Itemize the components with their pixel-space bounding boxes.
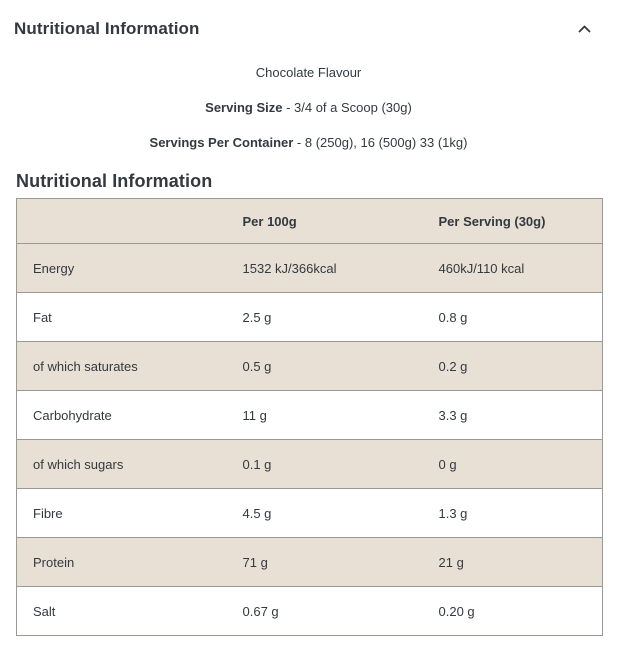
table-row-fibre: Fibre 4.5 g 1.3 g bbox=[16, 488, 603, 538]
serving-size-value: - 3/4 of a Scoop (30g) bbox=[282, 100, 412, 115]
accordion-title: Nutritional Information bbox=[14, 19, 200, 38]
product-info-block: Chocolate Flavour Serving Size - 3/4 of … bbox=[0, 66, 617, 150]
servings-per-container-value: - 8 (250g), 16 (500g) 33 (1kg) bbox=[293, 135, 468, 150]
per-100g-value: 0.1 g bbox=[242, 456, 272, 472]
per-serving-value: 0.8 g bbox=[438, 309, 468, 325]
servings-per-container-label: Servings Per Container bbox=[149, 135, 294, 150]
chevron-up-icon bbox=[578, 25, 591, 33]
nutrient-label: Carbohydrate bbox=[33, 407, 112, 423]
nutrition-table-title: Nutritional Information bbox=[16, 171, 213, 191]
nutrient-label: Fibre bbox=[33, 505, 63, 521]
header-nutrient-column bbox=[17, 199, 227, 244]
per-100g-value: 0.5 g bbox=[242, 358, 272, 374]
nutrient-label: of which saturates bbox=[33, 358, 138, 374]
nutritional-information-accordion-header[interactable]: Nutritional Information bbox=[0, 0, 617, 44]
serving-size-line: Serving Size - 3/4 of a Scoop (30g) bbox=[0, 101, 617, 115]
per-serving-value: 1.3 g bbox=[438, 505, 468, 521]
table-row-sugars: of which sugars 0.1 g 0 g bbox=[16, 439, 603, 489]
per-100g-value: 11 g bbox=[242, 407, 267, 423]
per-100g-value: 71 g bbox=[242, 554, 268, 570]
per-serving-value: 460kJ/110 kcal bbox=[438, 260, 525, 276]
table-row-carbohydrate: Carbohydrate 11 g 3.3 g bbox=[16, 390, 603, 440]
flavour-line: Chocolate Flavour bbox=[255, 65, 362, 80]
nutrient-label: of which sugars bbox=[33, 456, 124, 472]
per-serving-value: 0.2 g bbox=[438, 358, 468, 374]
header-per-serving: Per Serving (30g) bbox=[438, 213, 546, 229]
per-100g-value: 1532 kJ/366kcal bbox=[242, 260, 337, 276]
per-serving-value: 0.20 g bbox=[438, 603, 475, 619]
nutrition-table: Per 100g Per Serving (30g) Energy 1532 k… bbox=[16, 198, 603, 636]
servings-per-container-line: Servings Per Container - 8 (250g), 16 (5… bbox=[0, 136, 617, 150]
table-row-saturates: of which saturates 0.5 g 0.2 g bbox=[16, 341, 603, 391]
per-100g-value: 0.67 g bbox=[242, 603, 279, 619]
table-row-protein: Protein 71 g 21 g bbox=[16, 537, 603, 587]
nutrient-label: Fat bbox=[33, 309, 52, 325]
table-row-salt: Salt 0.67 g 0.20 g bbox=[16, 586, 603, 636]
per-100g-value: 2.5 g bbox=[242, 309, 272, 325]
table-header-row: Per 100g Per Serving (30g) bbox=[16, 198, 603, 244]
serving-size-label: Serving Size bbox=[205, 100, 283, 115]
per-100g-value: 4.5 g bbox=[242, 505, 272, 521]
header-per-100g: Per 100g bbox=[242, 213, 297, 229]
per-serving-value: 3.3 g bbox=[438, 407, 468, 423]
per-serving-value: 21 g bbox=[438, 554, 464, 570]
table-row-energy: Energy 1532 kJ/366kcal 460kJ/110 kcal bbox=[16, 243, 603, 293]
table-row-fat: Fat 2.5 g 0.8 g bbox=[16, 292, 603, 342]
per-serving-value: 0 g bbox=[438, 456, 457, 472]
nutrient-label: Salt bbox=[33, 603, 56, 619]
nutrient-label: Protein bbox=[33, 554, 75, 570]
nutrient-label: Energy bbox=[33, 260, 75, 276]
